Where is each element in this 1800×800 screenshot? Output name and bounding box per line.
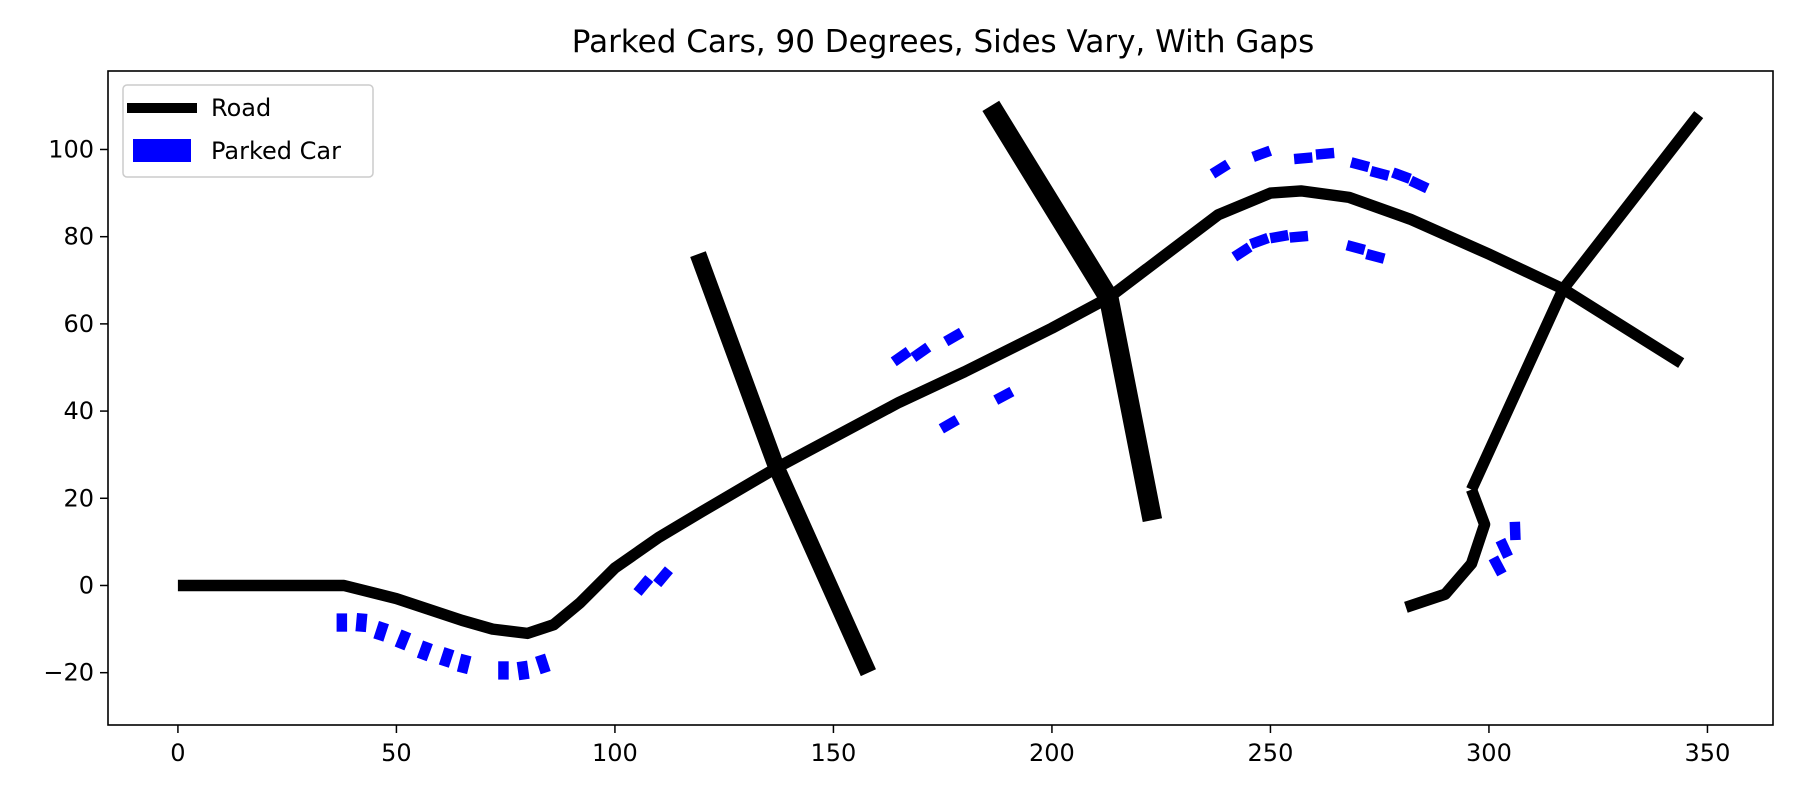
legend: Road Parked Car [122, 84, 374, 178]
parked-car-9 [516, 660, 530, 681]
x-tick-label: 200 [1029, 739, 1075, 767]
parked-car-27 [1249, 233, 1270, 250]
parked-car-29 [1289, 230, 1309, 243]
parked-car-31 [1365, 248, 1386, 264]
x-tick-label: 0 [170, 739, 185, 767]
parked-car-10 [535, 653, 551, 675]
parked-car-5 [416, 640, 433, 662]
x-tick-label: 50 [381, 739, 412, 767]
parked-car-15 [943, 327, 965, 347]
y-tick-label: 100 [48, 135, 94, 163]
parked-car-26 [1231, 242, 1253, 262]
parked-car-1 [336, 613, 348, 632]
parked-car-23 [1369, 166, 1390, 181]
parked-car-7 [456, 653, 472, 675]
legend-road-label: Road [211, 94, 271, 122]
x-tick-label: 150 [811, 739, 857, 767]
parked-car-32 [1509, 521, 1521, 541]
parked-car-3 [373, 620, 389, 642]
plot-frame [107, 70, 1774, 726]
parked-car-17 [993, 386, 1015, 405]
parked-car-8 [498, 661, 509, 680]
y-tick-label: 60 [63, 310, 94, 338]
parked-car-24 [1391, 167, 1412, 184]
parked-car-25 [1408, 175, 1430, 194]
parked-car-4 [394, 629, 412, 651]
main-road [177, 185, 1685, 640]
y-tick-label: −20 [43, 659, 94, 687]
y-tick-label: 40 [63, 397, 94, 425]
parked-car-20 [1293, 152, 1313, 165]
cars-layer [336, 145, 1521, 681]
parked-car-33 [1495, 537, 1513, 559]
parked-car-28 [1269, 229, 1290, 244]
chart-title: Parked Cars, 90 Degrees, Sides Vary, Wit… [572, 24, 1314, 60]
x-tick-label: 350 [1685, 739, 1731, 767]
parked-car-6 [438, 647, 455, 668]
x-tick-label: 250 [1248, 739, 1294, 767]
parked-car-30 [1345, 240, 1366, 256]
x-tick-label: 300 [1466, 739, 1512, 767]
parked-car-19 [1251, 145, 1273, 162]
x-tick-label: 100 [592, 739, 638, 767]
x-axis: 0 50 100 150 200 250 300 350 [170, 725, 1730, 767]
parked-car-21 [1315, 147, 1335, 160]
cross-road-3 [1466, 111, 1704, 492]
parked-car-2 [355, 612, 368, 633]
parked-car-16 [938, 415, 960, 434]
roads-layer [177, 100, 1704, 677]
y-axis: −20 0 20 40 60 80 100 [43, 135, 108, 687]
parked-car-22 [1349, 157, 1371, 173]
parked-car-12 [653, 566, 673, 588]
spur-road [1404, 487, 1491, 613]
parked-car-34 [1488, 555, 1507, 577]
cross-road-2 [982, 100, 1163, 522]
cross-road-1 [690, 251, 876, 677]
parked-car-18 [1209, 159, 1231, 179]
parked-car-11 [633, 575, 654, 596]
y-tick-label: 80 [63, 223, 94, 251]
legend-car-swatch [133, 139, 191, 162]
parked-car-13 [890, 346, 912, 367]
y-tick-label: 0 [79, 571, 94, 599]
legend-car-label: Parked Car [211, 137, 341, 165]
parked-car-14 [910, 342, 932, 362]
y-tick-label: 20 [63, 484, 94, 512]
